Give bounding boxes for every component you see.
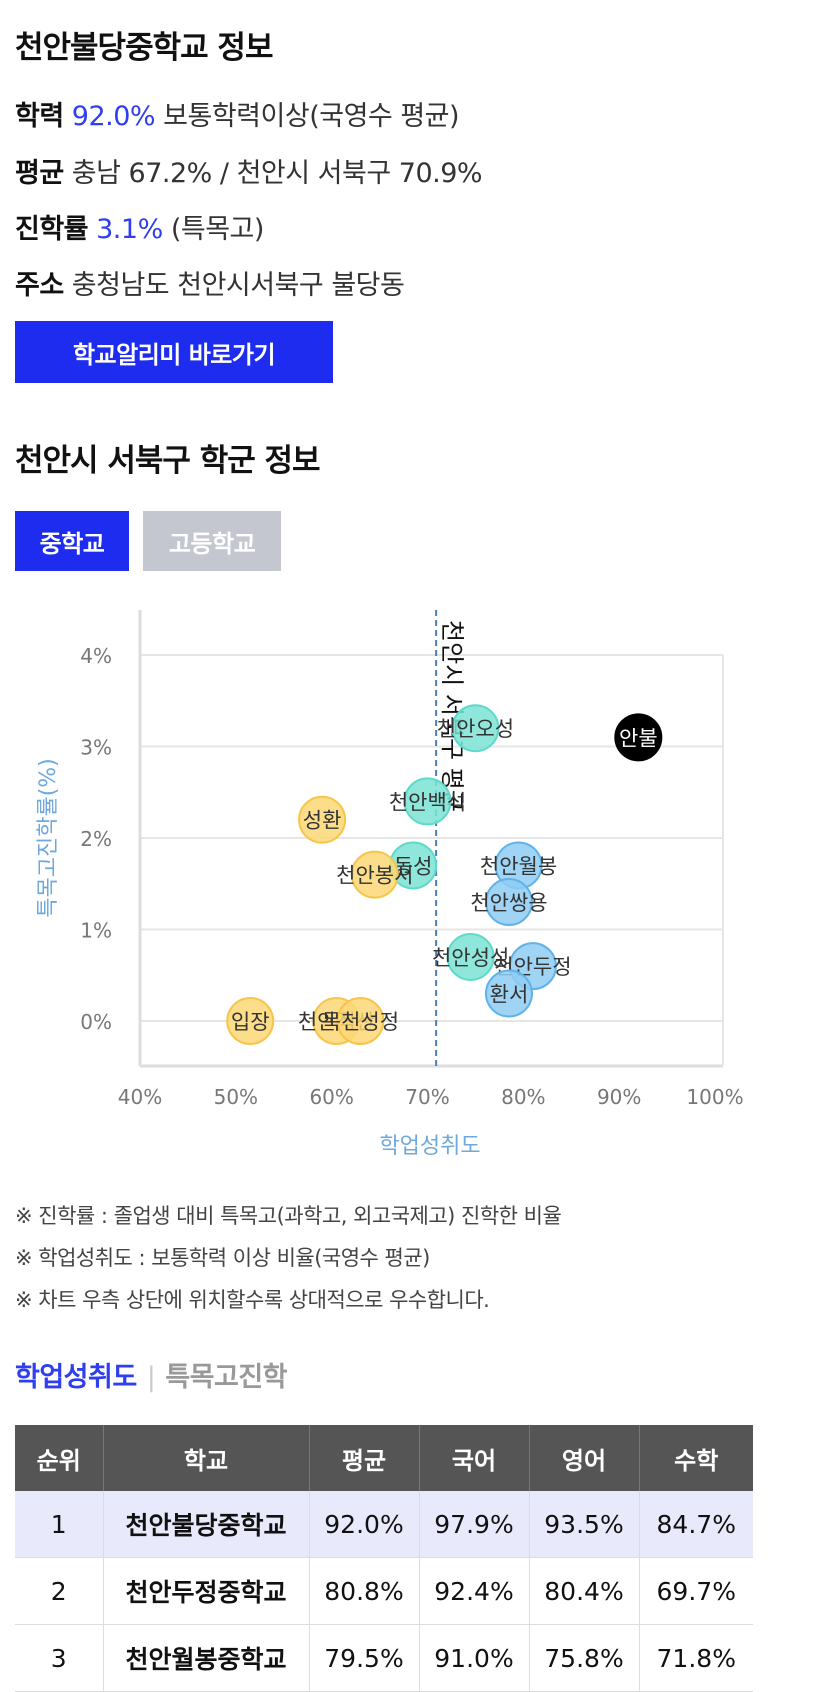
table-row[interactable]: 3 천안월봉중학교 79.5% 91.0% 75.8% 71.8% xyxy=(15,1624,753,1692)
header-school: 학교 xyxy=(103,1425,310,1491)
cell-korean: 92.4% xyxy=(419,1557,530,1625)
cell-english: 75.8% xyxy=(529,1624,640,1692)
advancement-value: 3.1% xyxy=(96,214,163,245)
point-label: 천안성성 xyxy=(432,946,509,970)
point-label: 입장 xyxy=(231,1010,270,1034)
point-환서 xyxy=(484,969,533,1018)
table-row[interactable]: 1 천안불당중학교 92.0% 97.9% 93.5% 84.7% xyxy=(15,1491,753,1558)
x-tick-label: 70% xyxy=(405,1085,449,1109)
advancement-label: 진학률 xyxy=(15,214,89,245)
cell-school: 천안월봉중학교 xyxy=(103,1624,310,1692)
point-label: 동성 xyxy=(394,854,433,878)
tab-middle-school[interactable]: 중학교 xyxy=(15,511,129,571)
achievement-desc: 보통학력이상(국영수 평균) xyxy=(163,101,460,132)
cell-english: 80.4% xyxy=(529,1557,640,1625)
header-english: 영어 xyxy=(529,1425,640,1491)
ranking-table: 순위 학교 평균 국어 영어 수학 1 천안불당중학교 92.0% 97.9% … xyxy=(15,1425,753,1692)
advancement-line: 진학률 3.1% (특목고) xyxy=(15,207,264,246)
average-text: 충남 67.2% / 천안시 서북구 70.9% xyxy=(71,158,483,189)
achievement-label: 학력 xyxy=(15,101,64,132)
cell-school: 천안두정중학교 xyxy=(103,1557,310,1625)
header-rank: 순위 xyxy=(15,1425,104,1491)
cell-math: 69.7% xyxy=(639,1557,753,1625)
tab-separator: | xyxy=(146,1362,156,1393)
address-label: 주소 xyxy=(15,270,64,301)
y-tick-label: 3% xyxy=(80,736,112,760)
school-title: 천안불당중학교 정보 xyxy=(15,30,273,66)
cell-rank: 2 xyxy=(15,1557,104,1625)
y-tick-label: 0% xyxy=(80,1010,112,1034)
point-label: 천안월봉 xyxy=(480,854,557,878)
achievement-line: 학력 92.0% 보통학력이상(국영수 평균) xyxy=(15,94,460,133)
header-math: 수학 xyxy=(639,1425,753,1491)
cell-school: 천안불당중학교 xyxy=(103,1491,310,1558)
cell-rank: 3 xyxy=(15,1624,104,1692)
achievement-value: 92.0% xyxy=(71,101,156,132)
cell-average: 80.8% xyxy=(309,1557,420,1625)
ranking-tabs: 학업성취도 | 특목고진학 xyxy=(15,1355,288,1394)
y-tick-label: 4% xyxy=(80,644,112,668)
cell-korean: 91.0% xyxy=(419,1624,530,1692)
x-axis-title: 학업성취도 xyxy=(379,1134,480,1159)
cell-math: 84.7% xyxy=(639,1491,753,1558)
address-text: 충청남도 천안시서북구 불당동 xyxy=(71,270,405,301)
table-header-row: 순위 학교 평균 국어 영어 수학 xyxy=(15,1425,753,1491)
note-chart: ※ 차트 우측 상단에 위치할수록 상대적으로 우수합니다. xyxy=(15,1288,490,1312)
x-tick-label: 80% xyxy=(501,1085,545,1109)
point-입장 xyxy=(226,997,275,1045)
scatter-chart: 0% 1% 2% 3% 4% 40% 50% 60% 70% 80% 90% 100% 학업성취도 특목고… xyxy=(36,610,744,1159)
point-천안봉서 xyxy=(350,850,399,899)
cell-math: 71.8% xyxy=(639,1624,753,1692)
point-label: 천안봉서 xyxy=(336,864,413,888)
y-tick-label: 2% xyxy=(80,827,112,851)
header-korean: 국어 xyxy=(419,1425,530,1491)
point-성환 xyxy=(298,795,347,844)
y-tick-label: 1% xyxy=(80,919,112,943)
point-label: 천안백석 xyxy=(389,790,466,814)
note-advancement: ※ 진학률 : 졸업생 대비 특목고(과학고, 외고국제고) 진학한 비율 xyxy=(15,1204,562,1228)
x-tick-label: 40% xyxy=(118,1085,162,1109)
x-tick-label: 100% xyxy=(686,1085,743,1109)
point-label: 천안오성 xyxy=(437,717,514,741)
x-tick-label: 60% xyxy=(309,1085,353,1109)
school-alimi-button[interactable]: 학교알리미 바로가기 xyxy=(15,321,333,383)
address-line: 주소 충청남도 천안시서북구 불당동 xyxy=(15,263,405,302)
point-천안오성 xyxy=(451,704,500,753)
cell-korean: 97.9% xyxy=(419,1491,530,1558)
cell-rank: 1 xyxy=(15,1491,104,1558)
tab-high-school[interactable]: 고등학교 xyxy=(143,511,281,571)
point-천안백석 xyxy=(403,777,452,826)
header-average: 평균 xyxy=(309,1425,420,1491)
cell-average: 79.5% xyxy=(309,1624,420,1692)
x-tick-label: 90% xyxy=(597,1085,641,1109)
point-천안성성 xyxy=(446,932,495,981)
tab-achievement[interactable]: 학업성취도 xyxy=(15,1362,137,1393)
point-label: 안불 xyxy=(619,726,658,750)
point-안불 xyxy=(614,713,663,762)
point-label: 목천성정 xyxy=(322,1010,399,1034)
district-title: 천안시 서북구 학군 정보 xyxy=(15,443,321,479)
average-label: 평균 xyxy=(15,158,64,189)
point-천안쌍용 xyxy=(484,878,533,927)
cell-average: 92.0% xyxy=(309,1491,420,1558)
note-achievement: ※ 학업성취도 : 보통학력 이상 비율(국영수 평균) xyxy=(15,1246,430,1270)
average-line: 평균 충남 67.2% / 천안시 서북구 70.9% xyxy=(15,151,483,190)
point-label: 성환 xyxy=(303,809,342,833)
point-목천성정 xyxy=(336,997,385,1045)
point-label: 천안쌍용 xyxy=(470,891,547,915)
x-tick-label: 50% xyxy=(214,1085,258,1109)
y-axis-title: 특목고진학률(%) xyxy=(36,758,61,918)
point-label: 환서 xyxy=(490,983,529,1007)
table-row[interactable]: 2 천안두정중학교 80.8% 92.4% 80.4% 69.7% xyxy=(15,1557,753,1625)
tab-advancement[interactable]: 특목고진학 xyxy=(165,1362,288,1393)
cell-english: 93.5% xyxy=(529,1491,640,1558)
advancement-desc: (특목고) xyxy=(170,214,265,245)
